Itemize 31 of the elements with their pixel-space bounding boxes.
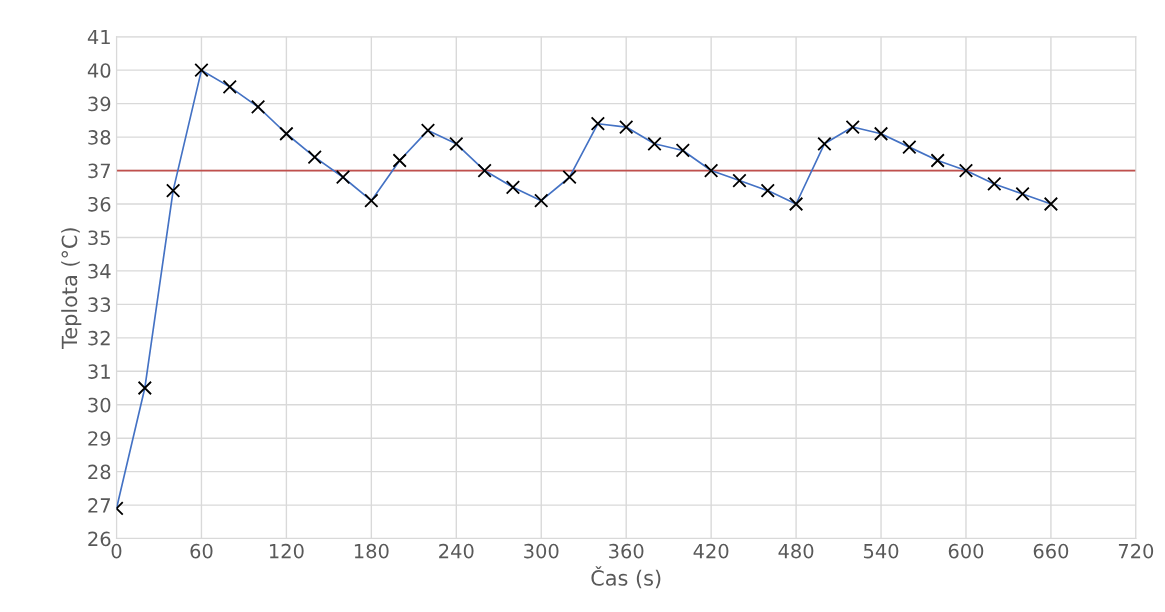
x-tick-label: 480 [778, 543, 814, 559]
y-tick-label: 30 [88, 397, 111, 413]
y-tick-label: 39 [88, 96, 111, 112]
x-tick-label: 240 [439, 543, 474, 559]
y-tick-label: 37 [88, 163, 110, 179]
y-tick-label: 38 [88, 130, 111, 145]
x-tick-label: 600 [948, 543, 984, 559]
y-tick-label: 40 [87, 63, 111, 78]
y-tick-label: 31 [88, 364, 110, 379]
y-tick-label: 34 [88, 263, 111, 279]
x-tick-label: 540 [863, 543, 899, 559]
y-tick-label: 32 [88, 330, 110, 346]
x-tick-label: 0 [111, 543, 122, 559]
x-tick-label: 720 [1118, 543, 1154, 559]
x-tick-label: 180 [354, 543, 389, 559]
x-tick-label: 360 [609, 543, 644, 559]
y-tick-label: 28 [88, 464, 111, 480]
y-axis-title: Teplota (°C) [61, 228, 82, 349]
y-tick-label: 26 [88, 531, 111, 547]
y-tick-label: 35 [88, 230, 110, 246]
x-tick-label: 60 [190, 543, 213, 559]
x-tick-label: 420 [693, 543, 729, 559]
x-axis-title: Čas (s) [591, 566, 661, 589]
y-tick-label: 33 [88, 297, 111, 313]
x-tick-label: 660 [1033, 543, 1069, 559]
y-tick-label: 36 [88, 196, 111, 212]
y-tick-label: 29 [88, 431, 111, 446]
y-tick-label: 27 [88, 498, 110, 513]
x-tick-label: 300 [524, 543, 559, 559]
x-tick-label: 120 [269, 543, 304, 559]
y-tick-label: 41 [87, 29, 110, 45]
